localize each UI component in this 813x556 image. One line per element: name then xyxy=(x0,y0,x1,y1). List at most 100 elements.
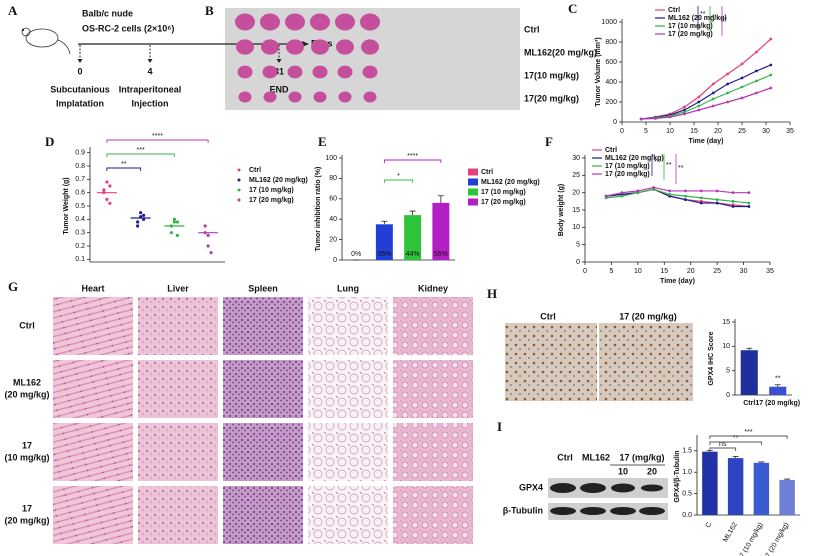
event-text: Subcutanious xyxy=(50,84,110,94)
significance-bracket xyxy=(106,167,142,171)
y-tick-label: 10 xyxy=(722,343,730,350)
tumor xyxy=(261,39,279,55)
data-point xyxy=(136,224,140,228)
x-tick-label: 15 xyxy=(690,128,698,135)
tumor xyxy=(263,91,277,103)
mouse-icon xyxy=(21,27,71,55)
data-point xyxy=(711,104,715,108)
data-point xyxy=(769,73,773,77)
histology-image xyxy=(393,360,473,418)
histology-image xyxy=(138,297,218,355)
data-point xyxy=(639,117,643,121)
legend-swatch xyxy=(237,178,241,182)
data-point xyxy=(142,213,146,217)
bar xyxy=(702,451,718,515)
data-point xyxy=(769,63,773,67)
significance: ** xyxy=(775,376,781,383)
tumor xyxy=(310,13,330,31)
y-axis-title: Tumor Volume (mm³) xyxy=(595,37,602,106)
data-point xyxy=(668,115,672,119)
significance: ** xyxy=(654,159,660,166)
data-point xyxy=(747,205,751,208)
significance: ns xyxy=(719,441,727,448)
blot-group: 17 (mg/kg) xyxy=(619,452,664,462)
data-point xyxy=(740,62,744,66)
histology-image xyxy=(223,423,303,481)
blot-group: Ctrl xyxy=(557,452,573,462)
panel-letter: C xyxy=(568,1,577,16)
y-tick-label: 0.4 xyxy=(75,216,85,223)
significance: * xyxy=(397,173,400,180)
series-line xyxy=(606,188,749,208)
y-tick-label: 20 xyxy=(329,236,337,243)
x-tick-label: 35 xyxy=(766,268,774,275)
y-axis-title: Body weight (g) xyxy=(558,184,565,237)
bar xyxy=(740,350,758,395)
y-tick-label: 0.5 xyxy=(75,203,85,210)
data-point xyxy=(684,198,687,202)
error-bar xyxy=(381,220,388,225)
histology-image xyxy=(223,486,303,544)
tumor-row-label: ML162(20 mg/kg) xyxy=(524,47,597,57)
histology-image xyxy=(308,486,388,544)
x-tick-label: 17 (20 mg/kg) xyxy=(763,521,791,556)
ihc-label: Ctrl xyxy=(540,311,556,321)
error-bar xyxy=(409,210,416,216)
x-tick-label: 20 xyxy=(714,128,722,135)
data-point xyxy=(683,112,686,116)
histology-image xyxy=(138,423,218,481)
data-point xyxy=(102,188,106,192)
significance-bracket xyxy=(709,447,737,451)
x-tick-label: 10 xyxy=(666,128,674,135)
series-line xyxy=(641,87,771,120)
y-tick-label: 0.3 xyxy=(75,230,85,237)
y-tick-label: 40 xyxy=(329,216,337,223)
x-tick-label: 25 xyxy=(738,128,746,135)
significance: *** xyxy=(744,429,752,436)
data-point xyxy=(769,37,773,41)
event-text: Intraperitoneal xyxy=(119,84,182,94)
tumor xyxy=(335,13,355,31)
y-tick-label: 0 xyxy=(333,257,337,264)
blot-dose: 10 xyxy=(618,466,628,476)
data-point xyxy=(203,224,207,228)
blot-dose: 20 xyxy=(647,466,657,476)
y-tick-label: 100 xyxy=(325,155,337,162)
series-line xyxy=(641,64,772,120)
tumor xyxy=(287,65,303,79)
bar xyxy=(432,202,450,260)
legend-label: Ctrl xyxy=(249,167,261,174)
y-tick-label: 60 xyxy=(329,196,337,203)
data-point xyxy=(699,201,703,205)
series-line xyxy=(606,186,749,197)
tumor xyxy=(238,91,252,103)
y-tick-label: 0.6 xyxy=(75,190,85,197)
data-point xyxy=(636,189,640,193)
tumor xyxy=(362,65,378,79)
row-label: (20 mg/kg) xyxy=(4,389,49,399)
panel-letter: A xyxy=(8,3,18,18)
error-bar xyxy=(746,347,753,351)
data-point xyxy=(747,201,751,205)
x-tick-label: 20 xyxy=(687,268,695,275)
data-point xyxy=(740,96,744,100)
data-point xyxy=(206,233,210,237)
legend-swatch xyxy=(237,188,241,192)
y-tick-label: 0.1 xyxy=(75,256,85,263)
x-tick-label: 30 xyxy=(762,128,770,135)
tumor xyxy=(337,65,353,79)
tumor xyxy=(285,13,305,31)
row-label: 17 xyxy=(22,503,32,513)
legend-swatch xyxy=(468,198,478,206)
y-tick-label: 600 xyxy=(605,59,617,66)
significance: **** xyxy=(152,133,163,140)
legend-label: ML162 (20 mg/kg) xyxy=(249,177,308,184)
legend-label: 17 (10 mg/kg) xyxy=(605,163,650,170)
data-point xyxy=(652,186,656,189)
y-axis-title: GPX4/β-Tubulin xyxy=(674,451,681,503)
event-day: 31 xyxy=(274,66,284,76)
y-tick-label: 0.0 xyxy=(682,512,692,519)
legend-label: Ctrl xyxy=(481,169,493,176)
tumor xyxy=(235,13,255,31)
y-tick-label: 200 xyxy=(605,99,617,106)
